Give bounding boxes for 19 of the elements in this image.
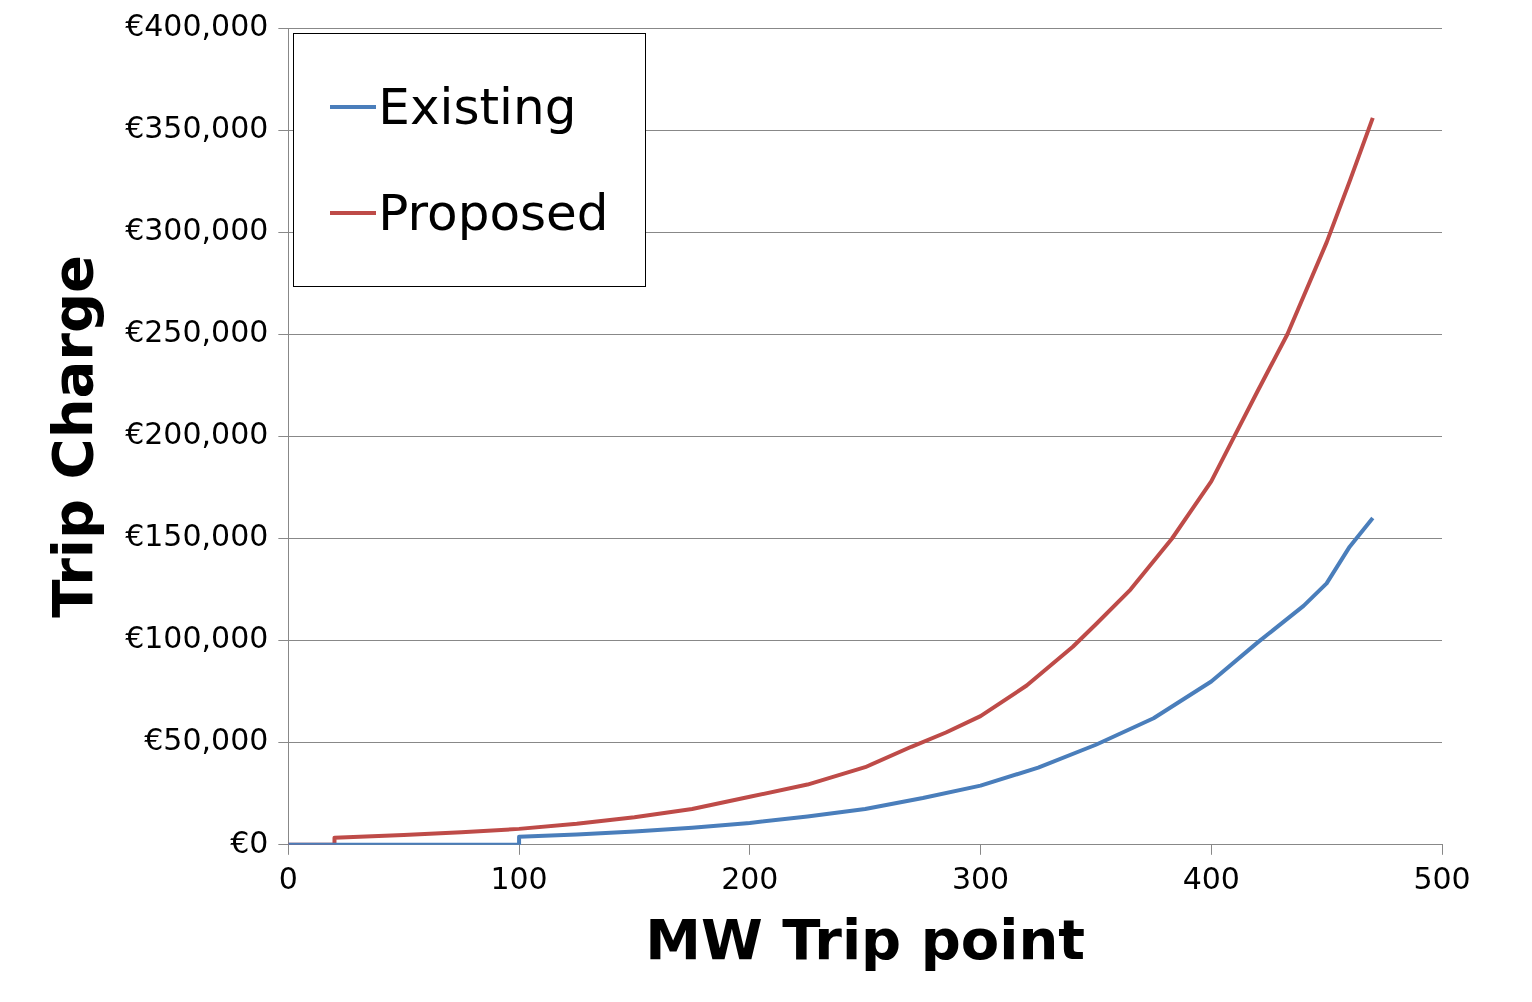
y-axis-title: Trip Charge (40, 254, 106, 618)
x-tick-label: 500 (1413, 860, 1471, 896)
x-tick-label: 200 (721, 860, 779, 896)
x-tick-label: 300 (951, 860, 1010, 896)
y-tick-label: €50,000 (144, 722, 269, 758)
x-axis-title: MW Trip point (645, 906, 1086, 972)
y-tick-label: €150,000 (125, 518, 269, 554)
y-tick-label: €400,000 (125, 7, 269, 43)
y-tick-label: €350,000 (125, 109, 269, 145)
y-tick-label: €200,000 (125, 416, 269, 452)
y-tick-label: €100,000 (125, 620, 269, 656)
legend-label: Proposed (378, 184, 609, 242)
x-tick-label: 0 (278, 860, 298, 896)
y-tick-label: €0 (230, 824, 269, 860)
x-tick-label: 100 (490, 860, 548, 896)
y-tick-label: €300,000 (125, 212, 269, 247)
legend-label: Existing (378, 78, 577, 136)
y-tick-label: €250,000 (125, 314, 269, 350)
x-tick-label: 400 (1182, 860, 1240, 896)
